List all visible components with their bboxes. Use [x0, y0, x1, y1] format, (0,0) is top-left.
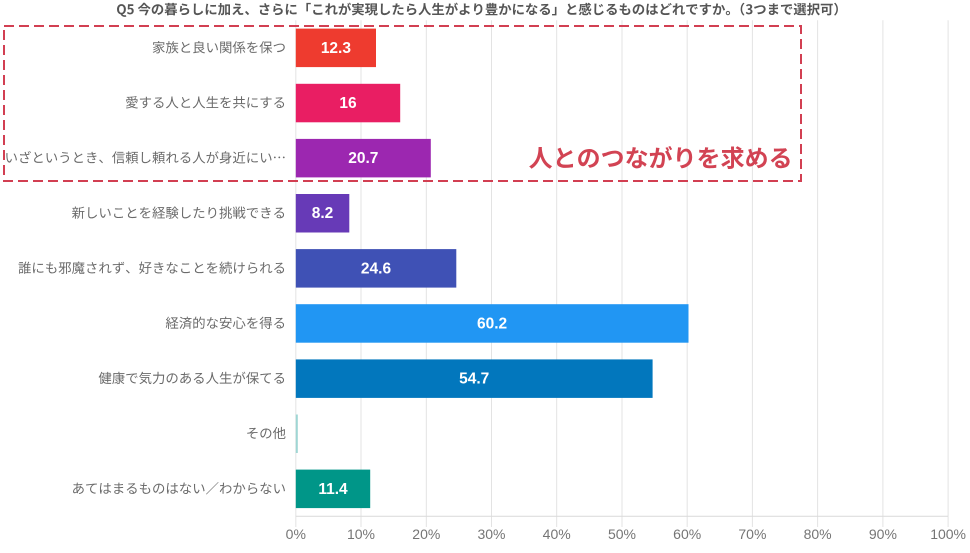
svg-text:50%: 50%	[608, 526, 636, 542]
svg-text:20%: 20%	[412, 526, 440, 542]
svg-text:16: 16	[339, 95, 357, 112]
svg-text:60%: 60%	[673, 526, 701, 542]
svg-text:10%: 10%	[347, 526, 375, 542]
svg-text:20.7: 20.7	[348, 150, 378, 167]
svg-text:100%: 100%	[930, 526, 966, 542]
svg-text:24.6: 24.6	[361, 260, 392, 277]
svg-text:30%: 30%	[477, 526, 505, 542]
svg-text:70%: 70%	[738, 526, 766, 542]
svg-text:90%: 90%	[869, 526, 897, 542]
svg-text:11.4: 11.4	[318, 481, 348, 498]
svg-text:40%: 40%	[543, 526, 571, 542]
svg-text:8.2: 8.2	[312, 205, 334, 222]
svg-text:12.3: 12.3	[321, 40, 352, 57]
svg-text:60.2: 60.2	[477, 315, 507, 332]
svg-text:80%: 80%	[804, 526, 832, 542]
svg-text:54.7: 54.7	[459, 371, 489, 388]
svg-text:0%: 0%	[286, 526, 306, 542]
